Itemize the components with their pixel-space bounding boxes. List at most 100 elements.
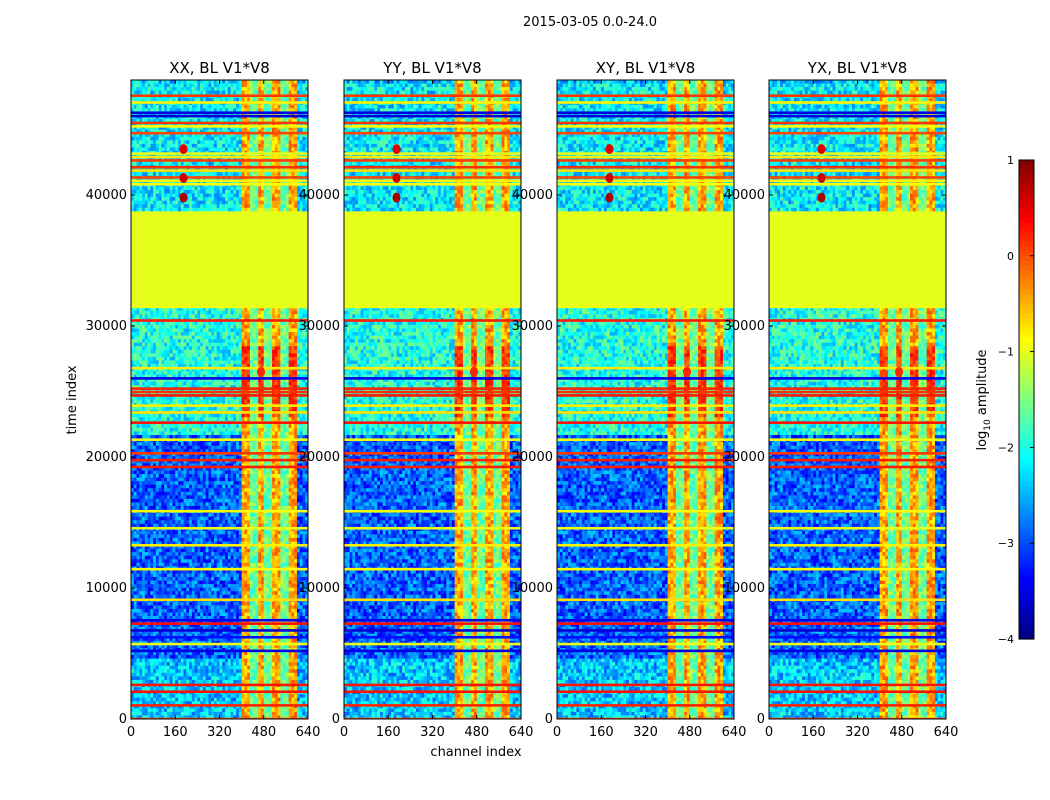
heatmap-cell xyxy=(238,200,243,205)
heatmap-cell xyxy=(249,310,254,315)
heatmap-cell xyxy=(153,253,157,258)
heatmap-cell xyxy=(213,87,218,92)
heatmap-cell xyxy=(274,300,278,305)
heatmap-cell xyxy=(244,342,248,347)
heatmap-cell xyxy=(296,225,301,230)
heatmap-cell xyxy=(263,346,267,351)
heatmap-cell xyxy=(258,218,262,223)
heatmap-cell xyxy=(144,147,148,152)
heatmap-cell xyxy=(197,310,201,315)
heatmap-cell xyxy=(274,207,278,212)
heatmap-cell xyxy=(238,207,243,212)
heatmap-cell xyxy=(175,143,179,148)
heatmap-cell xyxy=(183,140,187,145)
heatmap-cell xyxy=(144,172,148,177)
heatmap-cell xyxy=(216,126,220,131)
heatmap-cell xyxy=(136,97,140,102)
heatmap-cell xyxy=(216,268,220,273)
heatmap-cell xyxy=(139,307,143,312)
heatmap-cell xyxy=(219,161,223,166)
heatmap-cell xyxy=(139,97,143,102)
heatmap-cell xyxy=(205,87,209,92)
heatmap-cell xyxy=(291,126,295,131)
heatmap-cell xyxy=(153,97,157,102)
heatmap-cell xyxy=(153,218,157,223)
heatmap-cell xyxy=(302,300,306,305)
heatmap-cell xyxy=(225,229,229,234)
heatmap-cell xyxy=(244,225,248,230)
heatmap-cell xyxy=(186,143,190,148)
heatmap-cell xyxy=(288,257,292,262)
heatmap-cell xyxy=(230,143,234,148)
heatmap-cell xyxy=(158,324,162,329)
heatmap-cell xyxy=(161,143,165,148)
panels: XX, BL V1*V80 160 320 480 640010000200003000… xyxy=(86,59,959,740)
heatmap-cell xyxy=(302,197,306,202)
heatmap-cell xyxy=(194,271,198,276)
heatmap-cell xyxy=(194,314,198,319)
heatmap-cell xyxy=(161,90,165,95)
heatmap-cell xyxy=(269,161,273,166)
heatmap-cell xyxy=(233,214,237,219)
heatmap-cell xyxy=(280,310,284,315)
heatmap-cell xyxy=(183,97,187,102)
heatmap-cell xyxy=(211,197,215,202)
heatmap-cell xyxy=(155,307,160,312)
heatmap-cell xyxy=(302,161,306,166)
heatmap-cell xyxy=(230,115,234,120)
heatmap-cell xyxy=(299,278,303,283)
heatmap-cell xyxy=(305,243,308,248)
heatmap-cell xyxy=(219,250,223,255)
heatmap-cell xyxy=(153,129,157,134)
heatmap-cell xyxy=(227,193,231,198)
heatmap-cell xyxy=(225,339,229,344)
heatmap-cell xyxy=(238,232,243,237)
heatmap-cell xyxy=(285,332,290,336)
heatmap-cell xyxy=(274,126,278,131)
heatmap-cell xyxy=(166,289,171,294)
heatmap-cell xyxy=(211,285,215,290)
heatmap-cell xyxy=(305,250,308,255)
heatmap-cell xyxy=(133,271,137,276)
heatmap-cell xyxy=(288,296,292,301)
heatmap-cell xyxy=(222,250,226,255)
heatmap-cell xyxy=(291,129,295,134)
heatmap-cell xyxy=(169,225,173,230)
heatmap-cell xyxy=(153,136,157,141)
heatmap-cell xyxy=(169,122,173,127)
heatmap-cell xyxy=(258,353,262,358)
heatmap-cell xyxy=(216,200,220,205)
heatmap-cell xyxy=(194,119,198,123)
heatmap-cell xyxy=(169,172,173,177)
heatmap-cell xyxy=(153,296,157,301)
heatmap-cell xyxy=(161,282,165,287)
heatmap-cell xyxy=(150,282,154,287)
heatmap-cell xyxy=(158,232,162,237)
heatmap-cell xyxy=(158,97,162,102)
heatmap-cell xyxy=(249,278,254,283)
heatmap-cell xyxy=(269,193,273,198)
heatmap-cell xyxy=(133,161,137,166)
heatmap-cell xyxy=(283,225,287,230)
heatmap-cell xyxy=(296,324,301,329)
heatmap-cell xyxy=(166,80,171,84)
heatmap-cell xyxy=(236,310,240,315)
heatmap-cell xyxy=(247,353,251,358)
heatmap-cell xyxy=(241,119,245,123)
heatmap-cell xyxy=(230,296,234,301)
heatmap-cell xyxy=(166,349,171,354)
heatmap-cell xyxy=(252,200,256,205)
heatmap-cell xyxy=(285,264,290,269)
heatmap-cell xyxy=(288,289,292,294)
heatmap-cell xyxy=(158,282,162,287)
heatmap-cell xyxy=(208,222,212,226)
heatmap-cell xyxy=(153,310,157,315)
heatmap-cell xyxy=(180,310,184,315)
heatmap-cell xyxy=(230,119,234,123)
heatmap-cell xyxy=(260,257,265,262)
heatmap-cell xyxy=(230,353,234,358)
heatmap-cell xyxy=(180,133,184,138)
heatmap-cell xyxy=(269,300,273,305)
heatmap-cell xyxy=(216,307,220,312)
heatmap-cell xyxy=(208,324,212,329)
